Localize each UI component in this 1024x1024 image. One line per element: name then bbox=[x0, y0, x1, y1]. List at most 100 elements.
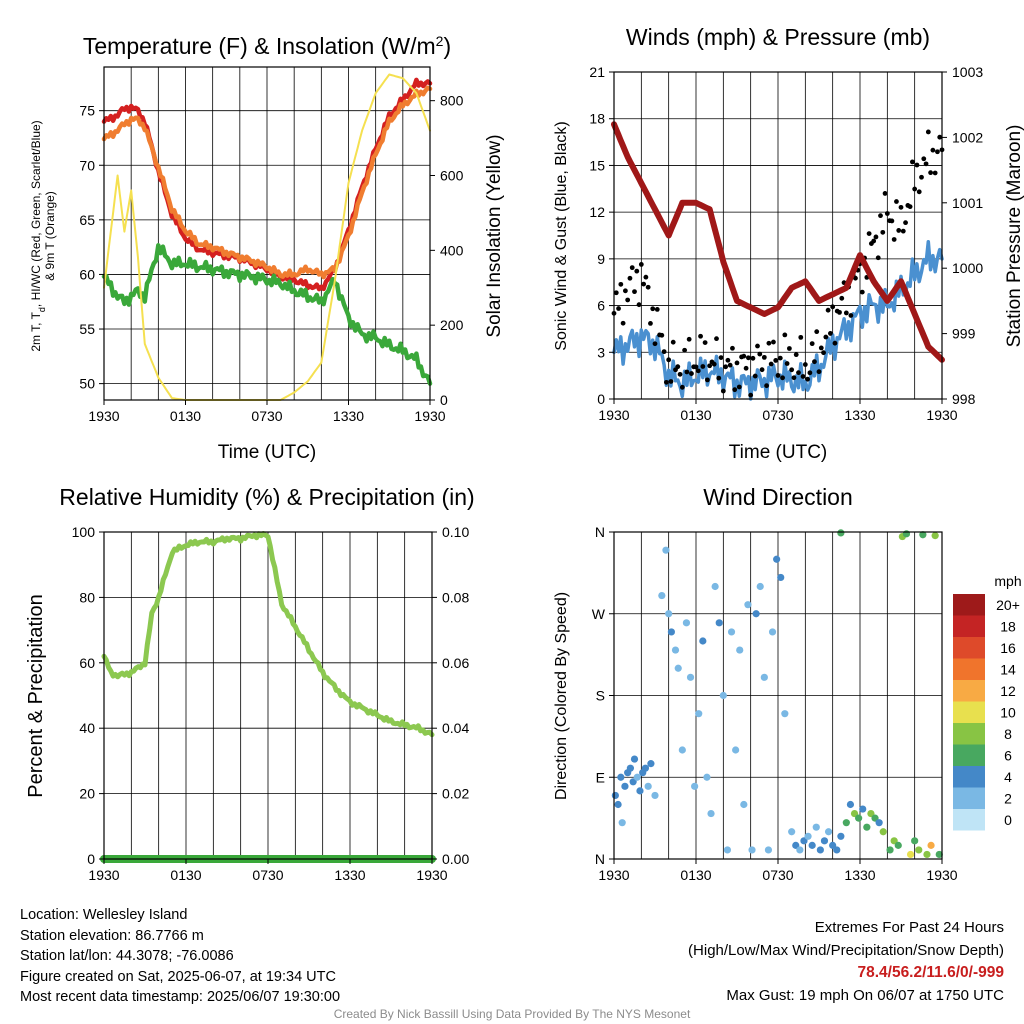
gust-point bbox=[689, 371, 694, 376]
gust-point bbox=[793, 352, 799, 358]
direction-point bbox=[678, 746, 686, 754]
gust-point bbox=[634, 268, 640, 274]
direction-point bbox=[756, 582, 764, 591]
gust-point bbox=[725, 357, 731, 363]
direction-point bbox=[875, 819, 883, 827]
gust-point bbox=[654, 306, 660, 312]
gust-point bbox=[620, 320, 626, 326]
y-tick-label: 55 bbox=[79, 321, 95, 337]
y2-tick-label: 0.10 bbox=[442, 524, 469, 540]
gust-point bbox=[805, 376, 811, 382]
direction-point bbox=[919, 531, 927, 539]
temperature-panel: Temperature (F) & Insolation (W/m2) 2m T… bbox=[29, 33, 505, 463]
y-tick-label: S bbox=[596, 688, 605, 704]
station-pressure-line bbox=[611, 121, 945, 363]
direction-point bbox=[682, 619, 691, 627]
y2-tick-label: 200 bbox=[440, 317, 464, 333]
x-tick-label: 1930 bbox=[414, 408, 445, 424]
direction-point bbox=[886, 846, 894, 854]
gust-point bbox=[789, 367, 795, 373]
winds-ylabel: Sonic Wind & Gust (Blue, Black) bbox=[553, 121, 570, 350]
direction-point bbox=[837, 529, 845, 537]
gust-point bbox=[682, 347, 688, 353]
gust-point bbox=[636, 302, 642, 308]
direction-point bbox=[808, 841, 816, 849]
y-tick-label: 70 bbox=[79, 157, 95, 173]
gust-point bbox=[675, 364, 681, 370]
y-tick-label: 20 bbox=[79, 786, 95, 802]
gust-point bbox=[695, 368, 701, 374]
9m-t-line bbox=[101, 85, 433, 280]
y-tick-label: 0 bbox=[597, 391, 605, 407]
gust-point bbox=[919, 174, 924, 180]
direction-point bbox=[641, 764, 650, 772]
colorbar-label: 0 bbox=[1004, 812, 1012, 828]
gust-point bbox=[903, 220, 908, 226]
direction-point bbox=[740, 800, 748, 809]
relative-humidity-line bbox=[101, 531, 435, 738]
gust-point bbox=[912, 186, 918, 192]
y-tick-label: 12 bbox=[589, 204, 605, 220]
direction-point bbox=[859, 805, 867, 813]
y-tick-label: 40 bbox=[79, 720, 95, 736]
y-tick-label: 0 bbox=[87, 851, 95, 867]
colorbar-label: 2 bbox=[1004, 791, 1012, 807]
direction-point bbox=[674, 664, 682, 672]
direction-ylabel: Direction (Colored By Speed) bbox=[553, 592, 570, 800]
extremes-title: Extremes For Past 24 Hours bbox=[814, 919, 1004, 936]
colorbar-title: mph bbox=[994, 573, 1021, 589]
gust-point bbox=[759, 367, 765, 373]
gust-point bbox=[764, 383, 770, 389]
colorbar-label: 20+ bbox=[996, 597, 1020, 613]
direction-point bbox=[651, 791, 659, 800]
colorbar-swatch bbox=[953, 680, 985, 702]
x-tick-label: 0730 bbox=[762, 867, 793, 883]
y2-tick-label: 0 bbox=[440, 392, 448, 408]
x-tick-label: 1930 bbox=[926, 407, 957, 423]
gust-point bbox=[928, 170, 934, 176]
gust-point bbox=[723, 364, 729, 370]
gust-point bbox=[830, 304, 836, 310]
gust-point bbox=[909, 159, 915, 165]
gust-point bbox=[935, 149, 940, 155]
direction-point bbox=[617, 773, 625, 781]
direction-point bbox=[923, 850, 931, 859]
winds-title: Winds (mph) & Pressure (mb) bbox=[626, 24, 930, 50]
gust-point bbox=[716, 375, 722, 381]
x-tick-label: 0130 bbox=[170, 867, 201, 883]
gust-point bbox=[627, 275, 633, 281]
gust-point bbox=[827, 331, 833, 336]
gust-point bbox=[848, 313, 854, 318]
gust-point bbox=[752, 373, 758, 379]
direction-point bbox=[902, 530, 911, 538]
gust-point bbox=[618, 281, 624, 287]
humidity-ylabel: Percent & Precipitation bbox=[25, 594, 47, 797]
gust-point bbox=[704, 377, 710, 383]
gust-point bbox=[839, 295, 845, 301]
temperature-ylabel-2: & 9m T (Orange) bbox=[43, 191, 57, 281]
direction-point bbox=[781, 710, 789, 718]
y-tick-label: 3 bbox=[597, 344, 605, 360]
direction-point bbox=[796, 846, 804, 854]
direction-point bbox=[711, 582, 719, 591]
gust-point bbox=[875, 255, 881, 261]
direction-point bbox=[768, 628, 777, 636]
y-tick-label: 100 bbox=[72, 524, 96, 540]
y-tick-label: 60 bbox=[79, 655, 95, 671]
direction-point bbox=[931, 532, 939, 540]
sonic-wind-line bbox=[612, 239, 944, 401]
gust-point bbox=[668, 379, 674, 384]
gust-point bbox=[693, 364, 699, 370]
gust-point bbox=[932, 170, 938, 176]
gust-point bbox=[768, 361, 774, 367]
gust-point bbox=[777, 355, 783, 361]
y-tick-label: W bbox=[592, 606, 606, 622]
gust-point bbox=[889, 218, 895, 224]
gust-point bbox=[900, 228, 906, 234]
gust-point bbox=[930, 147, 936, 153]
credit-text: Created By Nick Bassill Using Data Provi… bbox=[333, 1007, 691, 1021]
direction-point bbox=[855, 814, 863, 822]
colorbar-label: 14 bbox=[1000, 662, 1016, 678]
x-tick-label: 1930 bbox=[598, 407, 629, 423]
gust-point bbox=[818, 345, 824, 351]
